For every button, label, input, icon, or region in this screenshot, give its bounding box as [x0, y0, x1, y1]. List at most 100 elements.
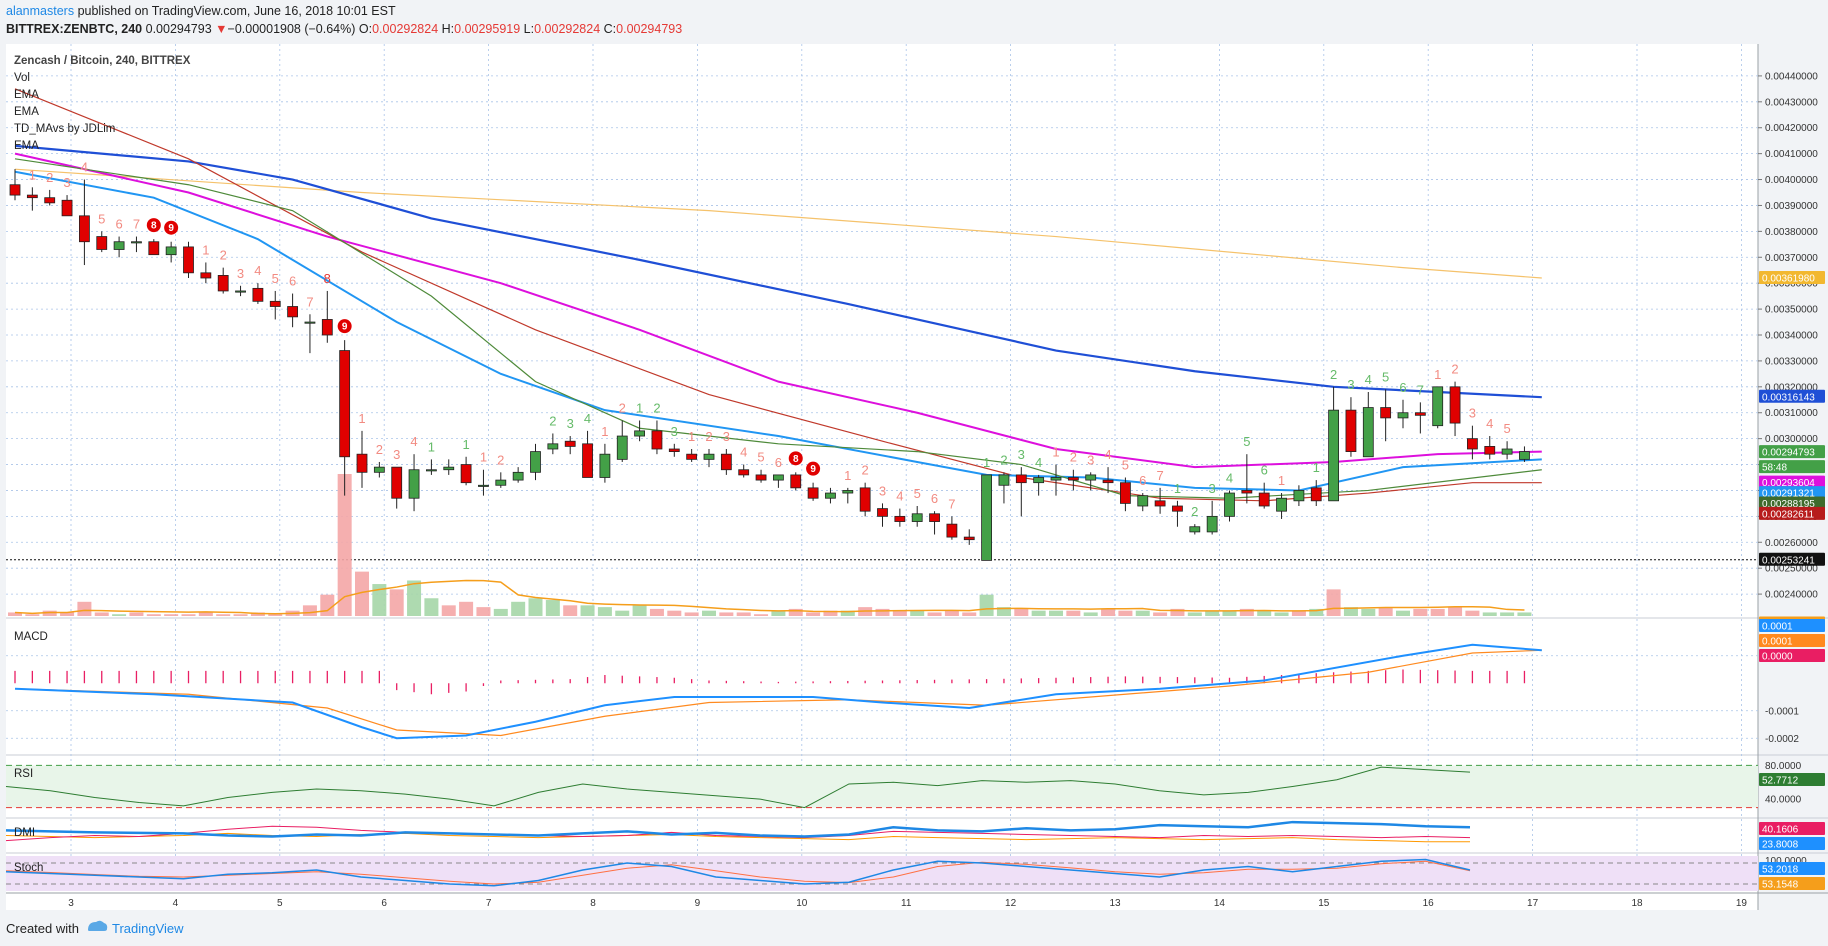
candle-body — [825, 492, 836, 499]
price-axis[interactable]: 0.00440000 0.00430000 0.00420000 0.00410000… — [1758, 71, 1818, 601]
volume-ma-line — [14, 579, 1525, 615]
volume-bar — [892, 610, 907, 616]
candle-body — [703, 453, 715, 460]
price-tick-label: 0.00300000 — [1765, 434, 1818, 445]
candle-body — [1276, 497, 1287, 512]
candle — [668, 443, 680, 457]
candle-body — [582, 443, 593, 478]
time-axis[interactable]: 3 4 5 6 7 8 9 10 11 12 13 14 15 16 17 18 19 — [68, 898, 1747, 909]
dmi-pane-label[interactable]: DMI — [14, 827, 35, 839]
change-arrow-icon: ▼ — [215, 22, 228, 36]
candle-body — [408, 469, 420, 499]
candle — [963, 529, 975, 545]
macd-tick-label: -0.0002 — [1765, 734, 1799, 745]
price-tag-bg — [1759, 634, 1825, 647]
dmi-value-tag: 23.8008 — [1759, 837, 1825, 851]
candle — [547, 433, 559, 455]
volume-bar — [597, 607, 612, 616]
publish-info: alanmasters published on TradingView.com… — [6, 4, 396, 18]
candle — [894, 508, 906, 527]
candle — [425, 459, 437, 475]
price-tick-label: 0.00420000 — [1765, 123, 1818, 134]
td-sequential-label: 4 — [1104, 447, 1111, 462]
candle-body — [235, 290, 246, 293]
candle-body — [356, 453, 368, 473]
volume-bar — [1309, 608, 1324, 616]
candle-body — [44, 197, 56, 204]
price-tag-label: 0.00253241 — [1762, 555, 1815, 566]
candle — [1258, 482, 1270, 509]
td-sequential-label: 3 — [723, 429, 730, 444]
candle-body — [200, 272, 212, 279]
volume-bar — [580, 605, 595, 616]
candle-body — [1397, 412, 1409, 419]
candle-body — [183, 246, 194, 274]
td-sequential-label: 2 — [619, 401, 626, 416]
price-tick-label: 0.00440000 — [1765, 71, 1818, 82]
legend-ema-3[interactable]: EMA — [14, 140, 39, 152]
open-label: O: — [358, 22, 373, 36]
td-sequential-label: 2 — [497, 452, 504, 467]
td-sequential-label: 1 — [636, 401, 643, 416]
candle — [703, 449, 715, 468]
macd-pane-label[interactable]: MACD — [14, 631, 48, 643]
td-sequential-label: 6 — [775, 455, 782, 470]
rsi-pane-label[interactable]: RSI — [14, 768, 33, 780]
legend-ema-1[interactable]: EMA — [14, 89, 39, 101]
price-tick-label: 0.00250000 — [1765, 564, 1818, 575]
volume-bar — [1031, 610, 1046, 616]
volume-bar — [1500, 612, 1515, 616]
change-value: −0.00001908 (−0.64%) — [227, 22, 356, 36]
candle-body — [1519, 451, 1530, 460]
td-sequential-label: 3 — [879, 483, 886, 498]
candle — [929, 511, 940, 535]
td-sequential-label: 2 — [653, 401, 660, 416]
price-tag-label: 0.0001 — [1762, 637, 1793, 648]
td-sequential-label: 3 — [393, 447, 400, 462]
price-tick-label: 0.00350000 — [1765, 305, 1818, 316]
footer: Created with TradingView — [0, 910, 1828, 946]
time-tick-label: 14 — [1214, 898, 1226, 909]
stoch-pane-label[interactable]: Stoch — [14, 862, 43, 874]
candle — [113, 236, 125, 258]
td-sequential-label: 6 — [115, 217, 122, 232]
volume-bar — [1014, 608, 1029, 616]
td-count-marker-icon — [788, 451, 803, 466]
td-sequential-label: 1 — [1313, 460, 1320, 475]
legend-ema-2[interactable]: EMA — [14, 106, 39, 118]
legend-vol[interactable]: Vol — [14, 72, 30, 84]
candle — [911, 506, 923, 527]
candle-body — [26, 194, 38, 199]
td-sequential-label: 1 — [844, 468, 851, 483]
volume-bar — [1205, 610, 1220, 616]
td-sequential-label: 5 — [272, 271, 279, 286]
tradingview-brand-link[interactable]: TradingView — [112, 921, 184, 936]
candle-body — [269, 300, 281, 307]
legend-td-mavs[interactable]: TD_MAvs by JDLim — [14, 123, 115, 135]
candle — [1085, 472, 1097, 491]
candle-body — [1241, 490, 1253, 494]
td-sequential-label: 7 — [1156, 468, 1163, 483]
td-sequential-label: 2 — [1451, 362, 1458, 377]
candle — [755, 469, 767, 483]
candle-body — [1258, 492, 1270, 507]
volume-bar — [1430, 608, 1445, 616]
low-value: 0.00292824 — [534, 22, 601, 36]
candle — [1484, 436, 1496, 460]
ema-line-magenta — [14, 152, 1542, 469]
td-sequential-label: 4 — [81, 160, 88, 175]
candle-body — [1380, 407, 1392, 419]
volume-bar — [528, 598, 543, 616]
price-tag: 0.00253241 — [1759, 552, 1825, 566]
candle-body — [79, 215, 90, 243]
td-sequential-label: 3 — [1469, 406, 1476, 421]
td-count-marker-label: 9 — [168, 223, 174, 234]
candle-body — [720, 453, 732, 471]
author-link[interactable]: alanmasters — [6, 4, 75, 18]
td-count-marker-label: 8 — [151, 221, 157, 232]
candle — [651, 420, 663, 455]
ema-line-orange — [14, 168, 1542, 279]
candle-body — [1033, 477, 1045, 484]
candle — [738, 464, 750, 478]
